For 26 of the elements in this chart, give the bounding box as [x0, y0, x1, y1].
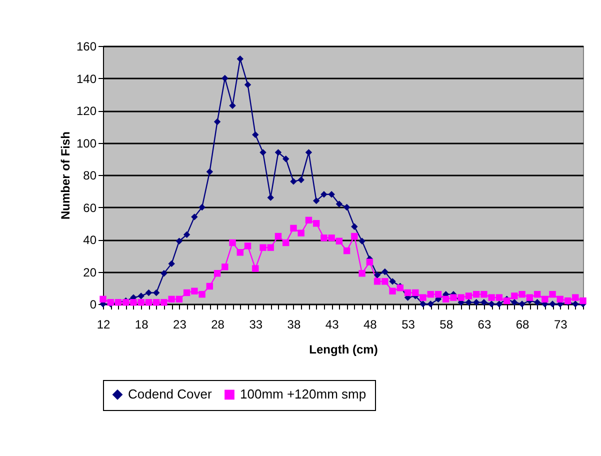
y-axis-title: Number of Fish — [58, 131, 72, 220]
y-tick-label: 160 — [76, 40, 97, 54]
y-tick-label: 40 — [83, 233, 97, 247]
x-tick-label: 23 — [173, 318, 187, 332]
y-tick-label: 20 — [83, 265, 97, 280]
x-tick-label: 58 — [440, 318, 454, 332]
x-tick-label: 53 — [402, 318, 416, 332]
x-tick-label: 43 — [325, 318, 340, 332]
y-tick-label: 0 — [90, 298, 97, 312]
x-tick-label: 48 — [363, 318, 378, 332]
y-tick-label: 140 — [76, 72, 97, 86]
x-tick-label: 33 — [249, 318, 263, 332]
y-tick-label: 100 — [76, 136, 97, 150]
y-tick-label: 80 — [83, 168, 97, 182]
x-axis-title: Length (cm) — [309, 342, 378, 356]
y-tick-label: 60 — [83, 200, 97, 215]
x-tick-label: 28 — [211, 318, 225, 332]
x-tick-label: 73 — [554, 318, 568, 332]
legend-label: Codend Cover — [128, 386, 212, 402]
x-tick-label: 63 — [478, 318, 492, 332]
x-tick-label: 18 — [134, 318, 149, 332]
x-tick-label: 38 — [287, 318, 301, 332]
y-tick-label: 120 — [76, 104, 97, 118]
x-tick-label: 12 — [96, 318, 110, 332]
legend-label: 100mm +120mm smp — [240, 386, 366, 402]
x-tick-label: 68 — [516, 318, 530, 332]
